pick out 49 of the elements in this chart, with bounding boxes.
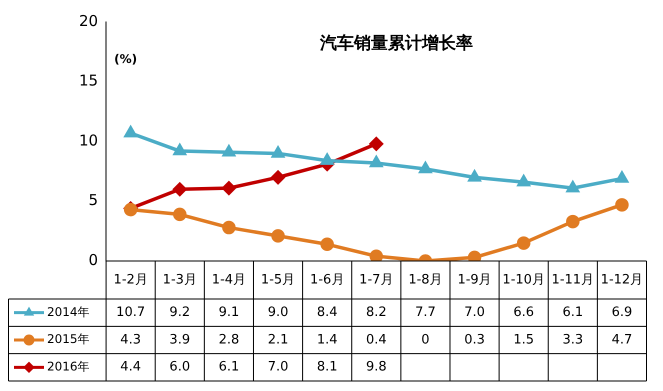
data-label: 4.4 [120, 360, 141, 375]
data-label: 9.1 [218, 305, 240, 320]
x-tick-label: 1-5月 [260, 272, 296, 288]
data-label: 7.7 [415, 305, 436, 320]
data-label: 7.0 [268, 360, 288, 375]
y-tick-label: 20 [78, 12, 98, 30]
x-tick-label: 1-4月 [212, 272, 246, 288]
data-label: 9.0 [268, 305, 288, 320]
data-label: 0.4 [366, 332, 387, 348]
data-label: 1.4 [316, 332, 338, 348]
data-label: 4.3 [120, 332, 141, 348]
data-label: 8.1 [316, 360, 338, 375]
x-tick-label: 1-7月 [359, 272, 394, 288]
legend-label: 2015年 [47, 332, 90, 346]
annotation: (%) [114, 52, 138, 66]
y-tick-label: 0 [88, 250, 98, 269]
y-tick-label: 5 [88, 191, 98, 210]
data-label: 9.8 [366, 360, 387, 375]
y-tick-label: 10 [78, 131, 98, 150]
data-label: 1.5 [513, 332, 534, 348]
data-label: 10.7 [116, 305, 146, 320]
x-tick-label: 1-9月 [457, 272, 492, 288]
data-label: 2.1 [268, 332, 288, 348]
data-label: 8.2 [366, 305, 387, 320]
data-label: 4.7 [612, 332, 632, 348]
x-tick-label: 1-10月 [502, 272, 545, 288]
data-label: 3.9 [169, 332, 190, 348]
data-label: 9.2 [169, 305, 190, 320]
x-tick-label: 1-6月 [310, 272, 344, 288]
x-tick-label: 1-3月 [162, 272, 197, 288]
data-label: 7.0 [464, 305, 485, 320]
data-label: 6.9 [612, 305, 632, 320]
data-label: 6.6 [513, 305, 534, 320]
data-label: 6.1 [218, 360, 240, 375]
data-label: 8.4 [316, 305, 338, 320]
data-label: 6.0 [169, 360, 190, 375]
legend-label: 2016年 [47, 359, 90, 374]
y-tick-label: 15 [78, 72, 98, 90]
data-label: 0.3 [464, 332, 485, 348]
x-tick-label: 1-8月 [408, 272, 443, 288]
x-tick-label: 1-11月 [552, 272, 594, 288]
data-label: 2.8 [218, 332, 240, 348]
x-tick-label: 1-12月 [600, 272, 644, 288]
data-label: 3.3 [562, 332, 584, 348]
text: 汽车销量累计增长率 [318, 33, 473, 54]
data-label: 6.1 [562, 305, 584, 320]
x-tick-label: 1-2月 [114, 272, 148, 288]
data-label: 0 [421, 332, 430, 348]
legend-label: 2014年 [47, 304, 90, 319]
